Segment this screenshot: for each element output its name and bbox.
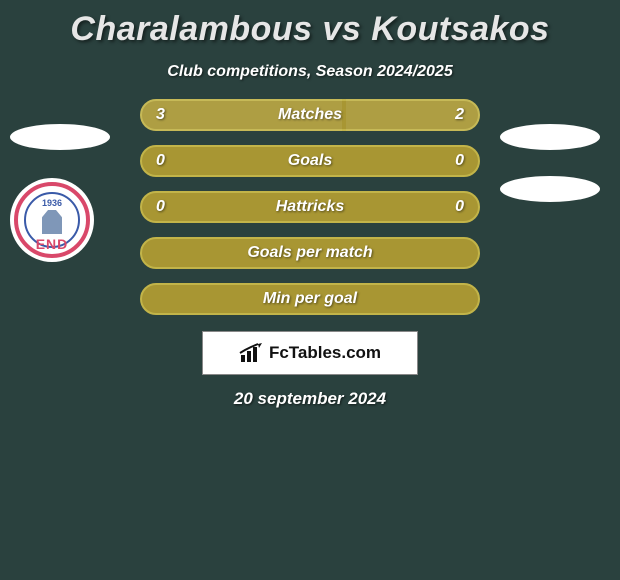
brand-text: FcTables.com [269,343,381,363]
stat-value-right: 2 [455,106,464,124]
date-text: 20 september 2024 [0,389,620,409]
stat-value-right: 0 [455,152,464,170]
club-badge-icon: 1936 END [10,178,94,262]
club-badge-right [500,176,600,202]
stat-bar: 0 Goals 0 [140,145,480,177]
club-initials: END [36,236,69,252]
stat-value-right: 0 [455,198,464,216]
stat-value-left: 0 [156,152,165,170]
stat-label: Goals [288,152,332,170]
ellipse-placeholder-icon [10,124,110,150]
stat-bar: Min per goal [140,283,480,315]
ellipse-placeholder-icon [500,176,600,202]
stat-label: Hattricks [276,198,344,216]
stat-label: Goals per match [247,244,372,262]
stats-container: 3Matches2 0 Goals 0 0 Hattricks 0 Goals per mat… [140,99,480,315]
stat-label: Min per goal [263,290,357,308]
ellipse-placeholder-icon [500,124,600,150]
page-title: Charalambous vs Koutsakos [0,0,620,49]
subtitle: Club competitions, Season 2024/2025 [0,63,620,81]
club-year: 1936 [42,198,62,208]
stat-value-left: 0 [156,198,165,216]
player-logo-right [500,124,600,150]
stat-bar: Goals per match [140,237,480,269]
stat-value-left: 3 [156,106,165,124]
club-badge-left: 1936 END [10,178,94,262]
player-logo-left [10,124,110,150]
brand-box[interactable]: FcTables.com [202,331,418,375]
stat-bar: 3Matches2 [140,99,480,131]
stat-bar: 0 Hattricks 0 [140,191,480,223]
brand-chart-icon [239,343,263,363]
